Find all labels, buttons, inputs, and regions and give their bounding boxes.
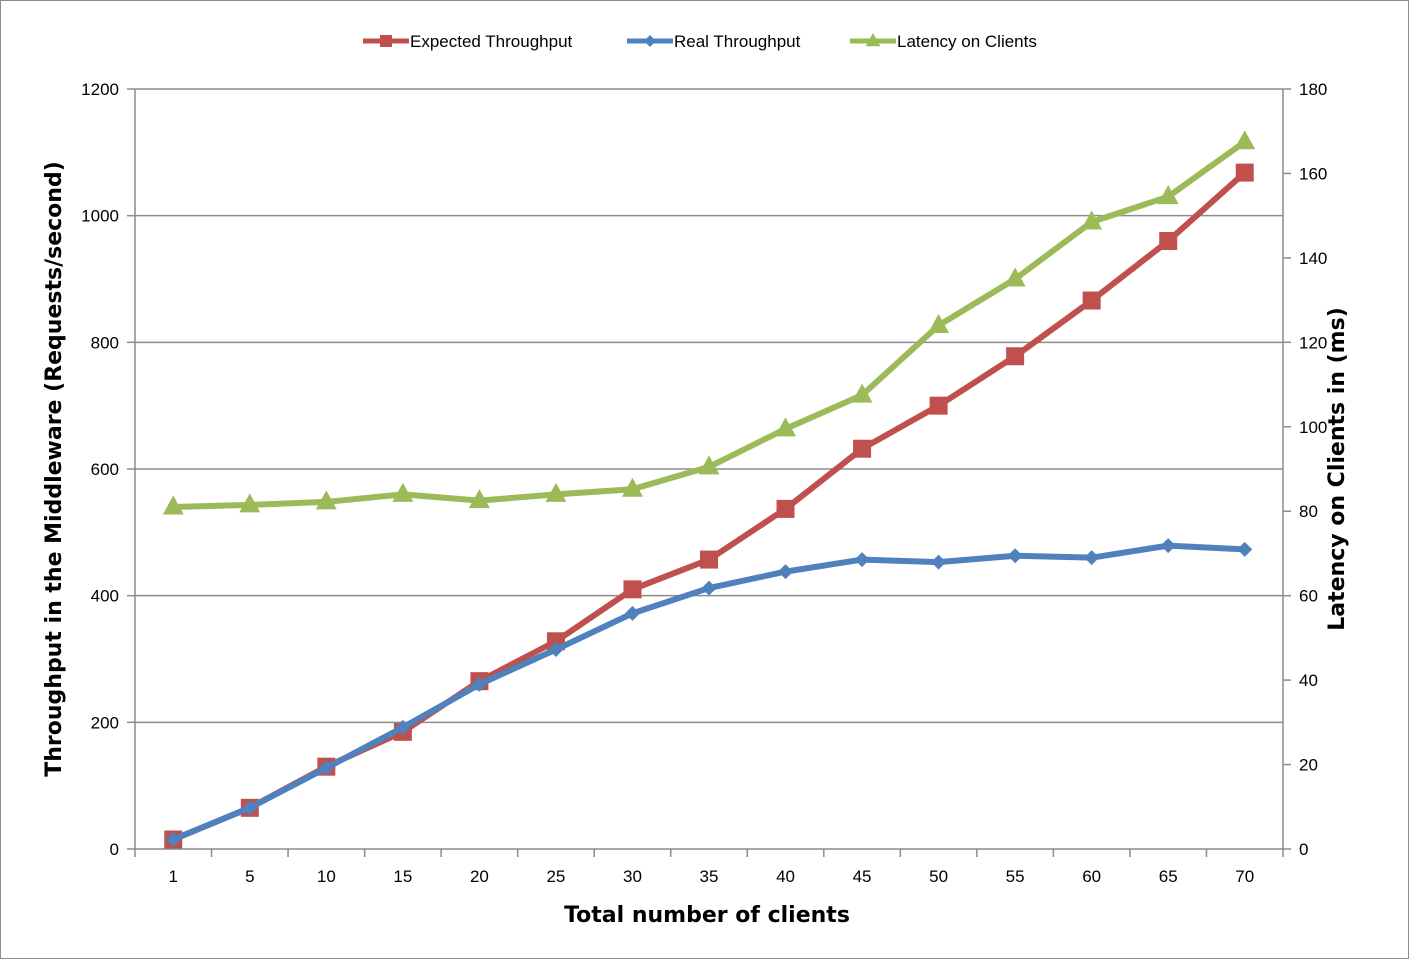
legend-item: Real Throughput <box>627 32 801 51</box>
data-point <box>701 580 717 596</box>
data-point <box>624 605 640 621</box>
data-point <box>698 455 720 475</box>
x-tick-label: 1 <box>169 867 178 886</box>
x-tick-label: 15 <box>393 867 412 886</box>
x-tick-label: 60 <box>1082 867 1101 886</box>
legend-swatch-marker <box>380 35 392 47</box>
x-tick-label: 65 <box>1159 867 1178 886</box>
legend-swatch-marker <box>644 35 656 47</box>
series-real-throughput <box>165 538 1253 847</box>
y-tick-label: 800 <box>91 333 119 352</box>
data-point <box>775 417 797 437</box>
legend-item: Latency on Clients <box>850 32 1037 51</box>
data-point <box>854 552 870 568</box>
data-point <box>1157 185 1179 205</box>
data-point <box>700 550 718 569</box>
y2-tick-label: 140 <box>1299 249 1327 268</box>
data-point <box>165 832 181 847</box>
y2-tick-label: 120 <box>1299 333 1327 352</box>
data-point <box>1004 267 1026 287</box>
y2-tick-label: 100 <box>1299 418 1327 437</box>
x-axis-title: Total number of clients <box>564 903 850 928</box>
y2-axis-title: Latency on Clients in (ms) <box>1325 307 1350 631</box>
data-point <box>776 499 795 518</box>
legend-label: Expected Throughput <box>410 32 573 51</box>
data-point <box>239 493 261 513</box>
x-tick-label: 5 <box>245 867 254 886</box>
y-tick-label: 1200 <box>81 80 119 99</box>
data-point <box>1006 347 1025 366</box>
y2-tick-label: 40 <box>1299 671 1318 690</box>
data-point <box>623 580 642 599</box>
x-tick-label: 70 <box>1235 867 1254 886</box>
data-point <box>1237 541 1253 557</box>
data-point <box>315 490 337 510</box>
y-tick-label: 600 <box>91 460 119 479</box>
data-point <box>392 482 414 502</box>
series-line <box>170 138 1248 510</box>
y2-tick-label: 20 <box>1299 756 1318 775</box>
y-tick-label: 0 <box>110 840 119 859</box>
data-point <box>1084 550 1100 566</box>
data-point <box>1160 538 1176 554</box>
x-tick-label: 45 <box>853 867 872 886</box>
data-point <box>1234 130 1256 150</box>
y2-tick-label: 180 <box>1299 80 1327 99</box>
y-tick-label: 400 <box>91 587 119 606</box>
data-point <box>778 564 794 580</box>
x-tick-label: 10 <box>317 867 336 886</box>
data-point <box>395 719 411 735</box>
series-latency-on-clients <box>162 130 1256 515</box>
data-point <box>318 760 334 776</box>
data-point <box>851 383 873 403</box>
data-point <box>545 482 567 502</box>
y2-tick-label: 60 <box>1299 587 1318 606</box>
data-point <box>1159 232 1178 250</box>
x-tick-label: 50 <box>929 867 948 886</box>
data-point <box>242 800 258 816</box>
data-point <box>468 489 490 509</box>
x-tick-label: 40 <box>776 867 795 886</box>
axes: 0200400600800100012000204060801001201401… <box>81 80 1327 886</box>
legend-label: Latency on Clients <box>897 32 1037 51</box>
y-tick-label: 1000 <box>81 207 119 226</box>
y2-tick-label: 80 <box>1299 502 1318 521</box>
data-point <box>1007 548 1023 564</box>
y2-tick-label: 0 <box>1299 840 1308 859</box>
x-tick-label: 20 <box>470 867 489 886</box>
y-axis-title: Throughput in the Middleware (Requests/s… <box>42 161 67 777</box>
data-point <box>853 439 872 458</box>
x-tick-label: 35 <box>700 867 719 886</box>
data-point <box>931 554 947 570</box>
legend-label: Real Throughput <box>674 32 801 51</box>
data-point <box>1081 210 1103 230</box>
y2-tick-label: 160 <box>1299 164 1327 183</box>
data-point <box>1082 291 1101 310</box>
x-tick-label: 25 <box>546 867 565 886</box>
data-point <box>928 313 950 333</box>
data-point <box>621 477 643 497</box>
legend: Expected Throughput Real Throughput Latenc… <box>363 32 1037 51</box>
data-point <box>1235 163 1254 182</box>
gridlines <box>135 88 1283 724</box>
y-tick-label: 200 <box>91 713 119 732</box>
legend-item: Expected Throughput <box>363 32 573 51</box>
data-point <box>471 676 487 692</box>
data-point <box>162 495 184 515</box>
x-tick-label: 55 <box>1006 867 1025 886</box>
x-tick-label: 30 <box>623 867 642 886</box>
data-point <box>929 396 948 415</box>
data-point <box>548 642 564 657</box>
legend-swatch-marker <box>865 32 881 47</box>
